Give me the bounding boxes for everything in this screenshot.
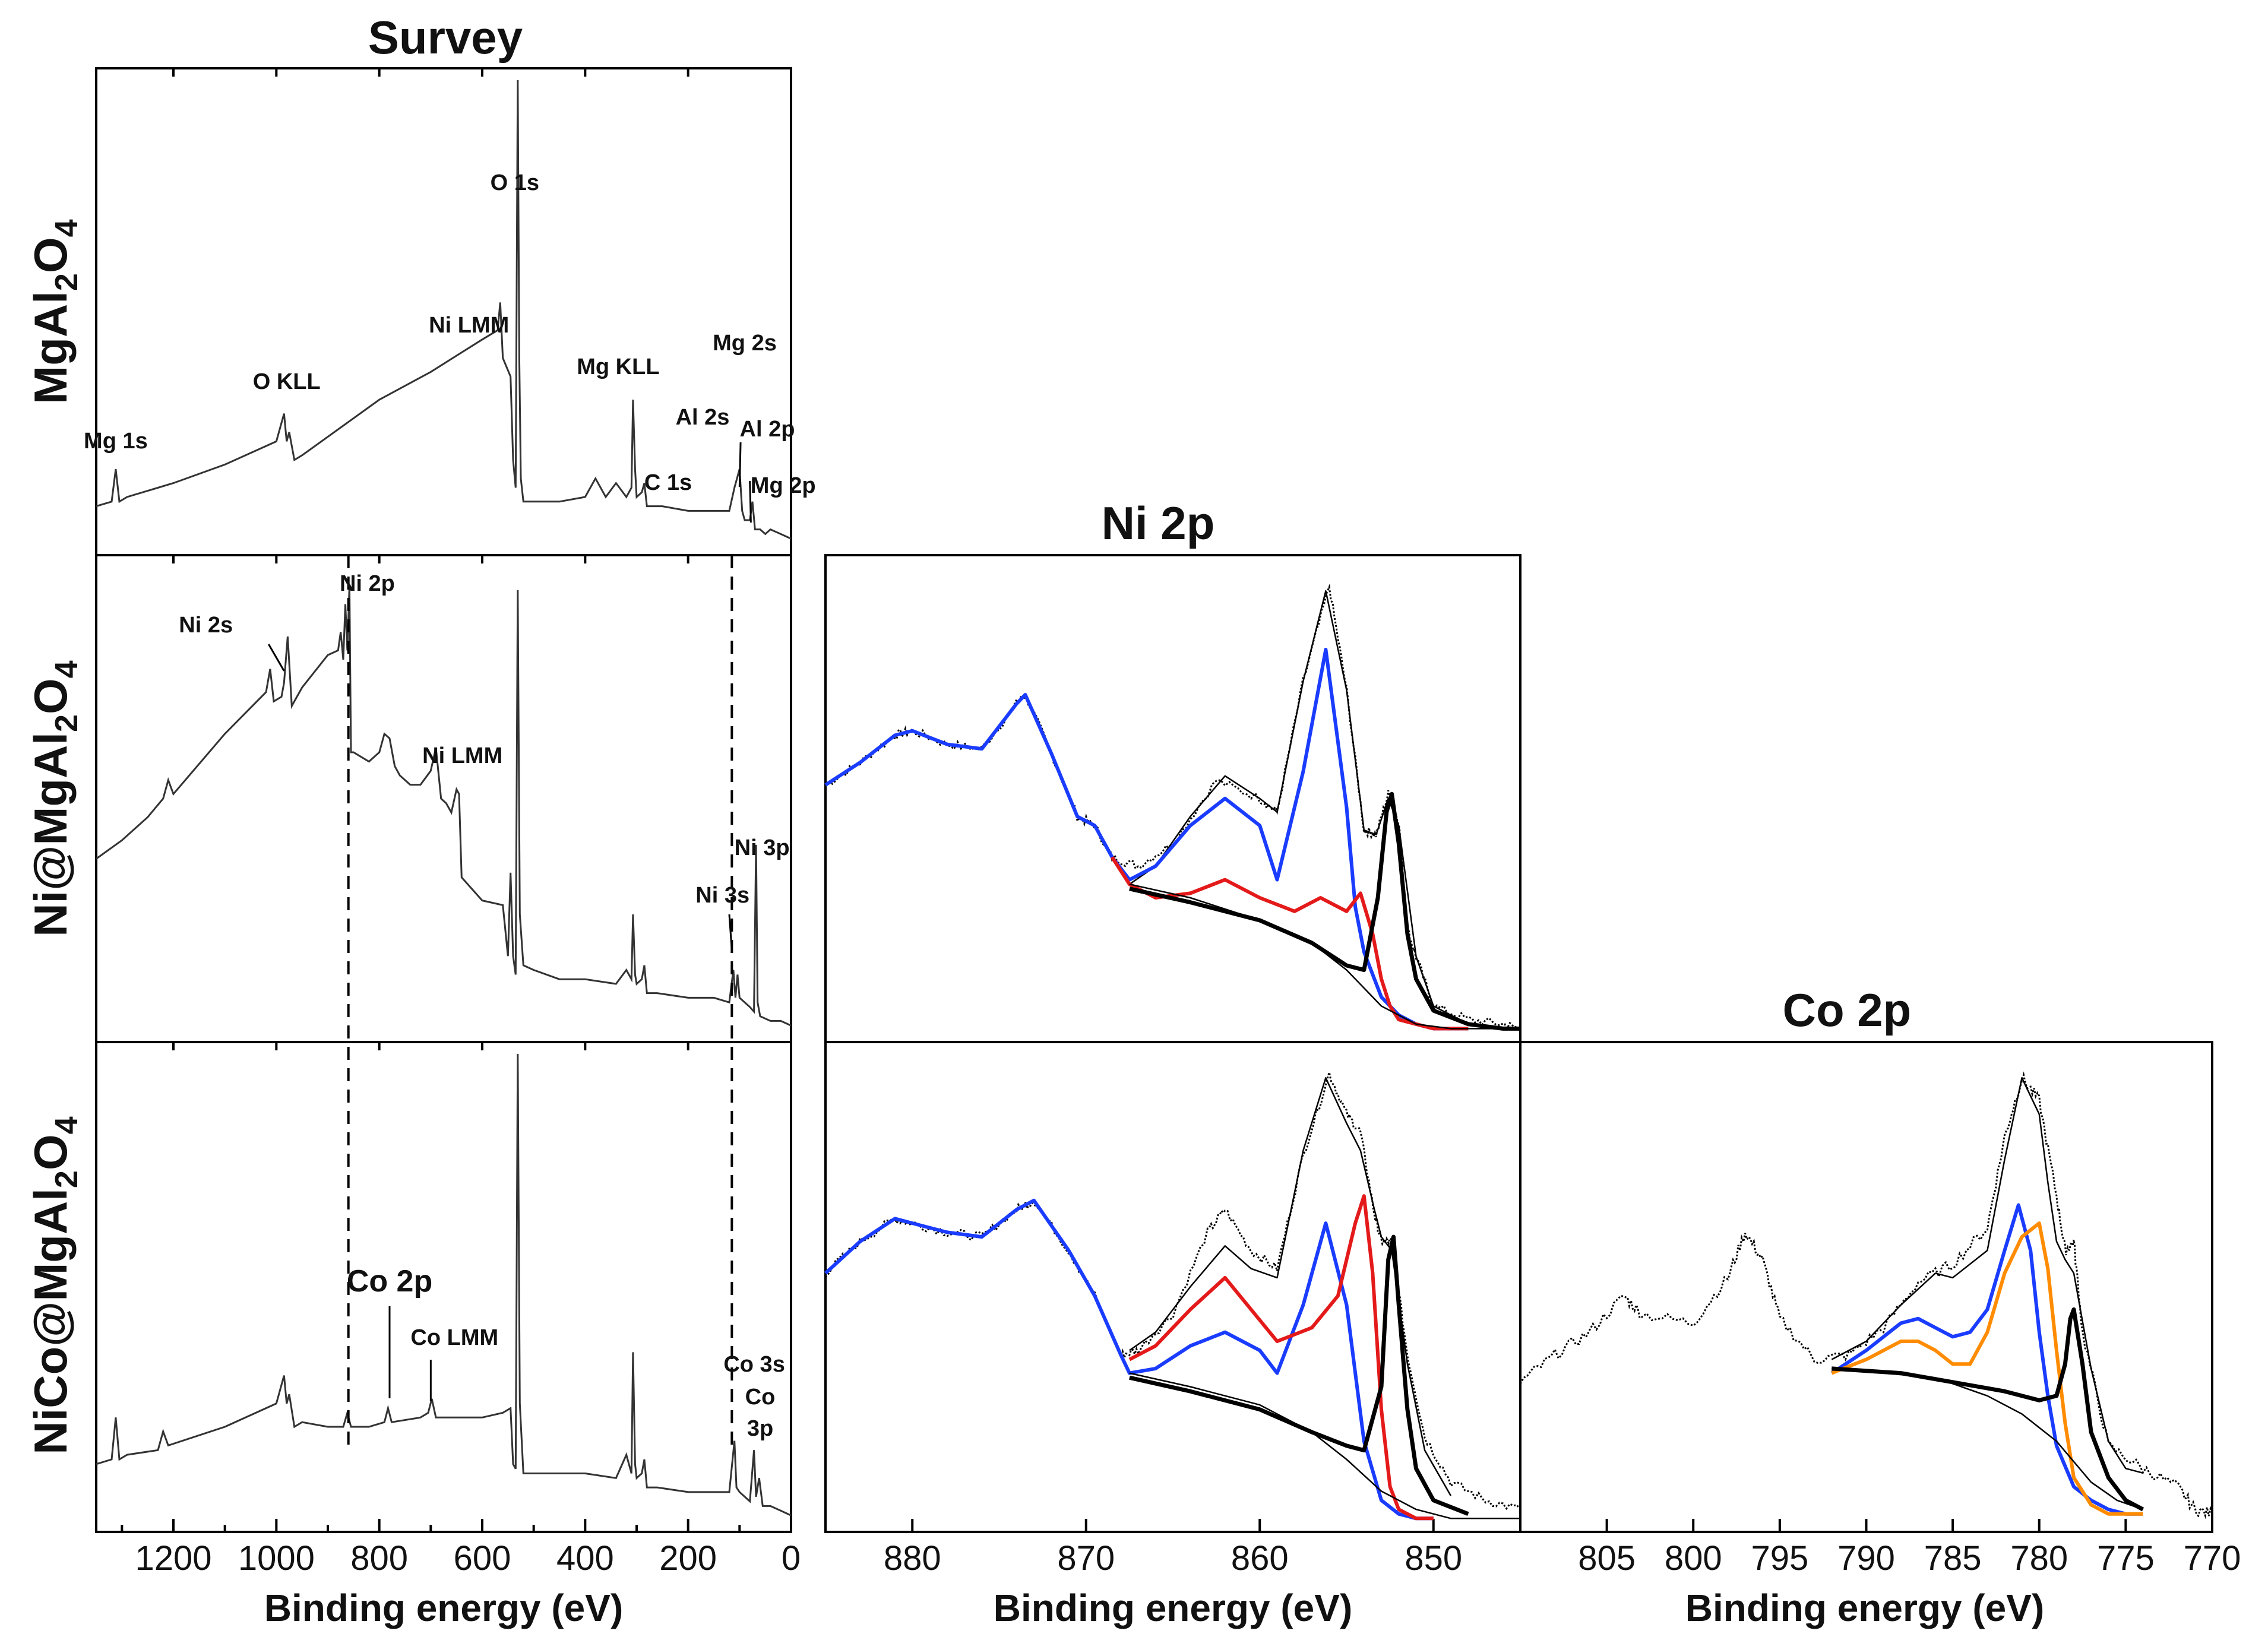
- row-label-mgal2o4: MgAl2O4: [24, 219, 84, 404]
- ni2p-tick-label-850: 850: [1405, 1539, 1462, 1578]
- survey-peak-label-co-2p: Co 2p: [347, 1264, 432, 1299]
- co2p-tick-label-775: 775: [2097, 1539, 2155, 1578]
- co2p-curves: [1519, 1071, 2213, 1519]
- co2p-x-axis: 805 800 795 790 785 780 775 770: [1578, 1519, 2241, 1578]
- survey-peak-label-ni-3p: Ni 3p: [735, 835, 790, 860]
- co2p-tick-label-770: 770: [2184, 1539, 2241, 1578]
- ni2p-ni-mgal2o4-background: [1129, 883, 1520, 1030]
- ni2p-nico-mgal2o4-ni0-metal-black: [1129, 1234, 1469, 1516]
- survey-peak-label-al-2s: Al 2s: [676, 405, 730, 430]
- survey-tick-label-1000: 1000: [238, 1539, 315, 1578]
- ni2p-nico-mgal2o4-experimental: [824, 1072, 1522, 1511]
- survey-tick-label-800: 800: [350, 1539, 408, 1578]
- co2p-panel-frame: [1519, 1041, 2213, 1533]
- co2p-tick-label-805: 805: [1578, 1539, 1636, 1578]
- survey-curves: [96, 80, 792, 1516]
- survey-peak-label-ni-2s: Ni 2s: [179, 613, 233, 638]
- co2p-tick-label-795: 795: [1751, 1539, 1808, 1578]
- survey-peak-label-o-kll: O KLL: [253, 369, 321, 394]
- co2p-tick-label-780: 780: [2010, 1539, 2068, 1578]
- survey-tick-label-200: 200: [659, 1539, 717, 1578]
- survey-peak-label-ni-lmm: Ni LMM: [422, 743, 502, 768]
- survey-peak-label-co: Co: [745, 1385, 776, 1410]
- survey-annotation-arrow: [749, 480, 752, 523]
- ni2p-ni-mgal2o4-envelope: [1129, 590, 1469, 1025]
- ni2p-title: Ni 2p: [1102, 497, 1215, 549]
- co2p-co2-component-orange: [1831, 1221, 2143, 1516]
- co2p-envelope: [1831, 1077, 2143, 1474]
- ni2p-ni-mgal2o4-ni2-main-satellite-blue: [824, 648, 1469, 1031]
- survey-tick-label-400: 400: [556, 1539, 614, 1578]
- ni2p-tick-label-860: 860: [1231, 1539, 1289, 1578]
- row-label-nico-mgal2o4: NiCo@MgAl2O4: [24, 1116, 84, 1454]
- co2p-tick-label-790: 790: [1837, 1539, 1895, 1578]
- co2p-tick-label-800: 800: [1665, 1539, 1722, 1578]
- co2p-x-axis-title: Binding energy (eV): [1685, 1587, 2045, 1629]
- row-label-ni-mgal2o4: Ni@MgAl2O4: [24, 660, 84, 936]
- survey-peak-label-co-3s: Co 3s: [723, 1352, 785, 1377]
- survey-peak-label-ni-2p: Ni 2p: [340, 571, 395, 596]
- co2p-co3-component-blue: [1830, 1203, 2143, 1516]
- survey-tick-label-600: 600: [454, 1539, 511, 1578]
- survey-annotation-arrow: [728, 914, 733, 951]
- ni2p-ni-mgal2o4-experimental: [825, 583, 1521, 1031]
- co2p-title: Co 2p: [1783, 984, 1912, 1036]
- survey-panel-bottom-frame: [95, 1041, 792, 1533]
- survey-peak-label-mg-2p: Mg 2p: [751, 473, 816, 498]
- survey-peak-label-mg-1s: Mg 1s: [84, 429, 148, 454]
- survey-annotation-arrow: [268, 644, 285, 672]
- co2p-experimental: [1519, 1071, 2213, 1519]
- survey-peak-labels: Mg 1s O KLL O 1s Ni LMM Mg KLL C 1s Mg 2s Al 2s…: [84, 170, 816, 1441]
- survey-reference-lines: [347, 555, 733, 1449]
- survey-annotation-arrow: [738, 442, 742, 487]
- survey-spectrum-mgal2o4-survey: [96, 80, 792, 540]
- ni2p-tick-label-870: 870: [1057, 1539, 1115, 1578]
- co2p-background: [1832, 1367, 2143, 1511]
- ni2p-x-axis: 880 870 860 850: [884, 1519, 1462, 1578]
- survey-tick-label-0: 0: [782, 1539, 801, 1578]
- ni2p-x-axis-title: Binding energy (eV): [994, 1587, 1353, 1629]
- survey-peak-label-mg-kll: Mg KLL: [577, 354, 659, 379]
- survey-peak-label-mg-2s: Mg 2s: [713, 331, 777, 356]
- survey-peak-label-o-1s: O 1s: [491, 170, 539, 195]
- survey-spectrum-ni-mgal2o4-survey: [96, 585, 792, 1027]
- co2p-tick-label-785: 785: [1924, 1539, 1982, 1578]
- survey-peak-label-3p: 3p: [747, 1416, 773, 1441]
- ni2p-nico-mgal2o4-background: [1129, 1372, 1520, 1519]
- ni2p-nico-mgal2o4-ni2-blue: [824, 1198, 1434, 1521]
- survey-x-axis: 1200 1000 800 600 400 200 0: [121, 68, 801, 1578]
- survey-peak-label-ni-lmm: Ni LMM: [429, 313, 509, 338]
- survey-peak-label-al-2p: Al 2p: [740, 417, 795, 442]
- co2p-co0-metal-black: [1832, 1307, 2144, 1512]
- survey-peak-label-c-1s: C 1s: [644, 470, 692, 495]
- ni2p-tick-label-880: 880: [884, 1539, 941, 1578]
- survey-spectrum-nico-mgal2o4-survey: [96, 1053, 792, 1516]
- survey-title: Survey: [368, 11, 523, 64]
- survey-tick-label-1200: 1200: [135, 1539, 211, 1578]
- ni2p-curves: [824, 583, 1522, 1521]
- survey-x-axis-title: Binding energy (eV): [264, 1587, 624, 1629]
- survey-peak-label-co-lmm: Co LMM: [410, 1325, 498, 1350]
- survey-peak-label-ni-3s: Ni 3s: [695, 883, 749, 908]
- ni2p-nico-mgal2o4-envelope: [1129, 1077, 1452, 1496]
